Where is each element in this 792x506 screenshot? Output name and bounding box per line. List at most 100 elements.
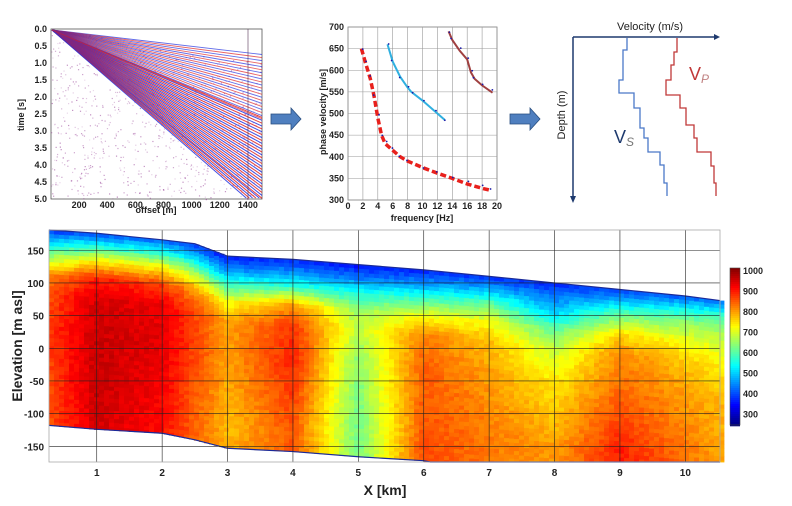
heatmap-cell [214,351,220,357]
heatmap-cell [264,322,270,327]
heatmap-cell [429,438,435,443]
heatmap-cell [64,351,70,356]
dispersion-pick [385,140,388,143]
heatmap-cell [84,240,90,245]
seismic-noise [218,190,221,192]
heatmap-cell [354,348,360,353]
heatmap-cell [74,359,80,365]
heatmap-cell [394,415,400,421]
seismic-noise [116,112,119,114]
heatmap-cell [89,392,95,398]
heatmap-cell [404,380,410,385]
heatmap-cell [154,347,160,352]
heatmap-cell [364,341,370,346]
heatmap-cell [209,258,215,263]
heatmap-cell [254,393,260,398]
heatmap-cell [159,267,165,273]
heatmap-cell [394,435,400,441]
heatmap-cell [234,420,240,425]
arrow-right-icon [270,106,302,132]
heatmap-cell [164,376,170,381]
heatmap-cell [239,276,245,282]
heatmap-cell [189,331,195,336]
heatmap-cell [114,339,120,344]
heatmap-cell [404,324,410,329]
seismic-noise [113,101,116,104]
heatmap-cell [349,280,355,285]
heatmap-cell [274,274,280,279]
heatmap-cell [274,342,280,347]
heatmap-cell [444,428,450,433]
heatmap-cell [49,270,55,275]
heatmap-cell [359,416,365,422]
seismic-noise [52,184,54,186]
heatmap-cell [384,338,390,344]
heatmap-cell [349,404,355,409]
heatmap-cell [314,321,320,326]
heatmap-cell [454,377,460,382]
seismic-noise [222,129,224,131]
heatmap-cell [64,259,70,264]
heatmap-cell [154,251,160,256]
heatmap-cell [454,273,460,278]
heatmap-cell [204,332,210,337]
heatmap-cell [399,428,405,433]
heatmap-cell [114,375,120,380]
seismic-noise [78,85,80,87]
heatmap-cell [419,389,425,395]
heatmap-cell [139,345,145,351]
heatmap-cell [129,268,135,274]
heatmap-cell [334,318,340,324]
heatmap-cell [139,317,145,323]
heatmap-cell [454,341,460,346]
heatmap-cell [449,416,455,421]
heatmap-cell [114,275,120,280]
heatmap-cell [264,358,270,363]
seismic-noise [84,175,86,177]
heatmap-cell [189,359,195,364]
heatmap-cell [374,370,380,375]
heatmap-cell [289,259,295,264]
heatmap-cell [124,296,130,301]
heatmap-cell [259,297,265,303]
heatmap-cell [114,427,120,431]
heatmap-cell [179,410,185,415]
shot-gather-xtick: 1000 [182,200,202,210]
heatmap-cell [354,444,360,449]
heatmap-cell [314,265,320,270]
heatmap-cell [49,330,55,335]
heatmap-cell [289,367,295,372]
heatmap-cell [99,249,105,255]
heatmap-cell [119,319,125,325]
seismic-noise [148,121,150,123]
heatmap-cell [69,247,75,252]
heatmap-cell [109,354,115,360]
dispersion-pick [406,159,408,162]
heatmap-cell [379,346,385,351]
heatmap-cell [419,437,425,443]
seismic-noise [210,90,212,92]
heatmap-cell [379,334,385,339]
heatmap-cell [424,354,430,359]
heatmap-cell [269,446,275,451]
heatmap-cell [269,294,275,299]
heatmap-cell [409,312,415,318]
heatmap-cell [59,250,65,256]
seismic-noise [52,66,54,68]
heatmap-cell [394,271,400,277]
seismic-noise [75,133,77,136]
heatmap-cell [419,425,425,431]
heatmap-cell [214,415,220,421]
heatmap-cell [224,391,230,397]
heatmap-cell [284,267,290,272]
heatmap-cell [264,298,270,303]
heatmap-cell [324,278,330,283]
heatmap-cell [279,366,285,372]
heatmap-cell [129,344,135,350]
heatmap-cell [284,291,290,296]
heatmap-cell [294,435,300,441]
heatmap-cell [214,363,220,369]
seismic-noise [203,142,205,144]
heatmap-cell [189,427,195,432]
seismic-noise [109,114,111,116]
